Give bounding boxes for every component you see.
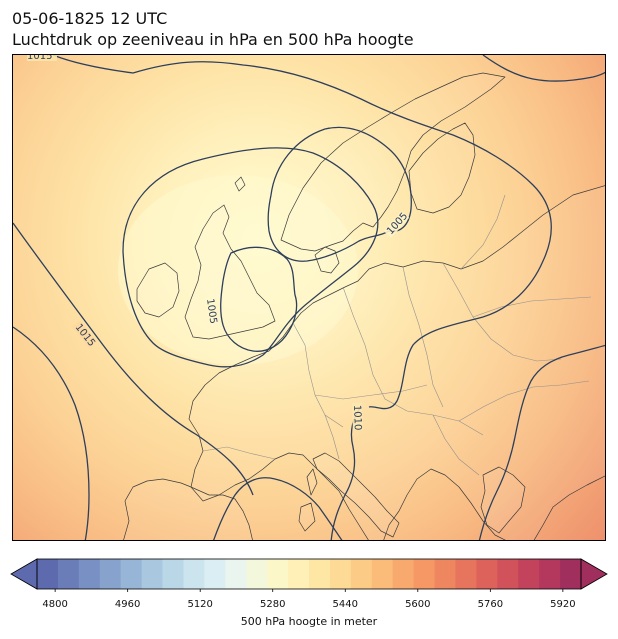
colorbar-tick-label: 4960 [114,599,141,610]
map-title: Luchtdruk op zeeniveau in hPa en 500 hPa… [12,30,414,49]
colorbar-cell [413,559,435,589]
isobar-1015-north-arc [52,55,552,410]
coast-finland [408,122,476,214]
colorbar-cell [288,559,310,589]
isobar-1005-britain [220,246,298,352]
colorbar-cell [225,559,247,589]
border-line [402,266,444,408]
colorbar-frame [36,558,582,590]
border-line [202,446,276,460]
colorbar-tickmarks [54,589,564,592]
coast-italy [312,452,400,538]
height-field-maximum [118,175,358,365]
isobar-label: 1005 [204,298,218,325]
colorbar-cell [539,559,561,589]
coast-shetland [234,176,246,192]
colorbar-tick-label: 5920 [550,599,576,610]
colorbar-tick-label: 5760 [477,599,504,610]
border-line [442,262,562,362]
colorbar-cell [78,559,101,589]
isobar-label-bg [383,211,410,238]
colorbar-cell [392,559,415,589]
colorbar [10,558,608,592]
isobar-label-bg [351,402,363,431]
colorbar-cell [57,559,80,589]
colorbar-cell [120,559,143,589]
coast-ireland [136,262,180,318]
isobar-1015-north-east [482,55,605,82]
isobar-1010-ring [122,147,379,368]
coast-greece [480,466,526,534]
colorbar-extend-low [10,558,38,590]
colorbar-cell [141,559,163,589]
colorbar-extend-high [580,558,608,590]
colorbar-cell [497,559,519,589]
colorbar-tick-label: 5120 [187,599,213,610]
isobar-1015-south-east [478,344,605,540]
colorbar-cell [267,559,289,589]
isobar-label: 1010 [351,405,363,431]
map-panel: 1015 1015 1005 1005 1010 [12,54,606,541]
isobar-1010-south-west [213,477,343,540]
border-line [292,322,344,428]
colorbar-cell [560,559,582,589]
colorbar-cell [309,559,331,589]
colorbar-cells [37,559,582,589]
colorbar-cell [246,559,268,589]
colorbar-cell [371,559,394,589]
weather-map: 1015 1015 1005 1005 1010 [13,55,605,540]
colorbar-label: 500 hPa hoogte in meter [240,615,378,628]
colorbar-tick-label: 4800 [42,599,68,610]
colorbar-cell [37,559,59,589]
colorbar-tick-label: 5600 [405,599,431,610]
coast-corsica [306,468,318,496]
isobar-1020-south-west [13,326,90,540]
colorbar-cell [99,559,122,589]
isobar-label-bg [27,55,57,61]
isobar-1010-east-trough [330,406,362,540]
border-line [460,194,506,270]
coast-scandinavia [280,72,506,252]
isobar-label-bg [72,320,97,348]
coast-denmark [314,246,340,274]
colorbar-cell [455,559,477,589]
border-line [324,414,340,460]
border-line [342,286,484,436]
colorbar-cell [329,559,352,589]
border-line [432,414,480,476]
isobar-label-bg [204,295,219,325]
isobar-label: 1015 [27,55,52,62]
colorbar-cell [434,559,456,589]
coast-sardinia [298,502,316,532]
border-line [458,380,590,422]
colorbar-cell [518,559,540,589]
border-line [472,296,592,318]
map-date-title: 05-06-1825 12 UTC [12,9,168,28]
colorbar-cell [204,559,226,589]
colorbar-cell [350,559,373,589]
colorbar-tick-label: 5280 [259,599,286,610]
colorbar-tick-label: 5440 [332,599,358,610]
colorbar-cell [183,559,205,589]
isobar-1015-west [13,222,254,496]
colorbar-cell [162,559,184,589]
colorbar-cell [476,559,498,589]
border-line [314,384,428,400]
